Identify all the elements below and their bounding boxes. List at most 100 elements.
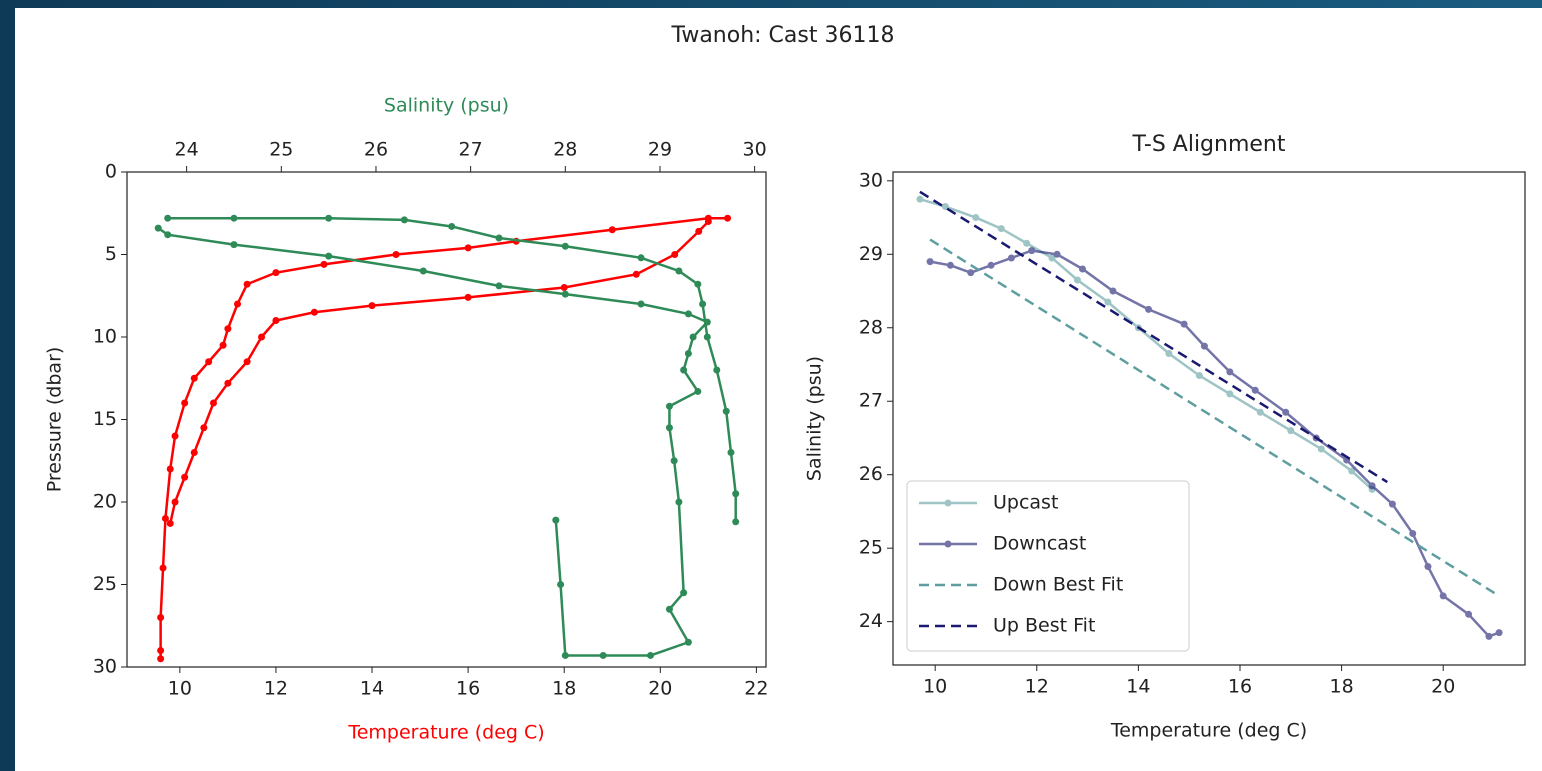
point — [190, 449, 198, 456]
point — [161, 515, 169, 522]
point — [926, 258, 934, 266]
y-axis-label: Pressure (dbar) — [44, 347, 66, 493]
x2-tick-label: 27 — [459, 139, 483, 161]
point — [722, 407, 730, 415]
point — [205, 358, 213, 366]
point — [699, 300, 707, 308]
point — [224, 325, 232, 333]
axes-frame — [892, 171, 1526, 666]
point — [713, 366, 721, 374]
point — [552, 516, 560, 524]
y-tick-label: 20 — [93, 491, 117, 513]
legend-marker — [944, 499, 952, 507]
legend-label: Up Best Fit — [993, 615, 1095, 637]
point — [916, 195, 924, 203]
point — [632, 270, 640, 278]
point — [675, 267, 683, 275]
point — [680, 589, 688, 597]
y-tick-label: 26 — [859, 463, 883, 485]
legend-label: Down Best Fit — [993, 574, 1123, 596]
point — [1282, 408, 1290, 416]
x-tick-label: 14 — [360, 678, 384, 700]
point — [1195, 372, 1203, 380]
y-tick-label: 30 — [93, 656, 117, 678]
series — [166, 218, 712, 527]
point — [1368, 482, 1376, 490]
series-line — [159, 216, 728, 659]
y-tick-label: 15 — [93, 408, 117, 430]
point — [200, 424, 208, 432]
point — [272, 269, 280, 277]
series — [926, 247, 1503, 640]
point — [694, 387, 702, 395]
point — [599, 651, 607, 659]
axes-frame — [126, 171, 767, 668]
x2-tick-label: 26 — [364, 139, 388, 161]
point — [272, 317, 280, 324]
series-line — [157, 227, 710, 657]
y-tick-label: 10 — [93, 326, 117, 348]
point — [495, 282, 503, 290]
point — [243, 358, 251, 366]
point — [557, 581, 565, 588]
x2-tick-label: 24 — [175, 139, 199, 161]
point — [637, 254, 645, 262]
point — [1200, 342, 1208, 350]
point — [157, 614, 165, 621]
point — [419, 267, 427, 275]
legend-swatch — [919, 540, 977, 548]
point — [230, 214, 238, 222]
point — [1256, 408, 1264, 416]
point — [561, 651, 569, 659]
point — [695, 227, 703, 235]
point — [665, 605, 673, 613]
point — [1226, 390, 1234, 398]
x-tick-label: 20 — [1431, 676, 1455, 698]
point — [1165, 349, 1173, 357]
point — [320, 260, 328, 268]
point — [157, 647, 165, 654]
point — [1226, 368, 1234, 376]
x-tick-label: 12 — [264, 678, 288, 700]
point — [694, 280, 702, 288]
point — [1439, 592, 1447, 600]
point — [671, 251, 679, 258]
figure-title: Twanoh: Cast 36118 — [671, 23, 895, 48]
point — [689, 333, 697, 341]
point — [1073, 276, 1081, 284]
point — [732, 518, 740, 526]
legend-box — [906, 480, 1190, 652]
point — [164, 214, 172, 222]
x2-tick-label: 28 — [553, 139, 577, 161]
point — [703, 318, 711, 326]
point — [258, 333, 266, 341]
x2-axis-label: Salinity (psu) — [384, 95, 509, 117]
point — [727, 449, 735, 456]
series — [164, 214, 740, 526]
legend-label: Upcast — [993, 492, 1058, 514]
point — [171, 432, 179, 440]
point — [464, 293, 472, 301]
point — [704, 218, 712, 225]
point — [1424, 563, 1432, 571]
y-tick-label: 25 — [859, 537, 883, 559]
point — [190, 374, 198, 382]
point — [1388, 500, 1396, 508]
y-axis-label: Salinity (psu) — [804, 356, 826, 481]
point — [675, 498, 683, 506]
point — [608, 226, 616, 234]
point — [166, 519, 174, 527]
x-tick-label: 20 — [648, 678, 672, 700]
point — [219, 341, 227, 349]
legend-swatch — [919, 499, 977, 507]
point — [1053, 250, 1061, 258]
point — [684, 310, 692, 318]
point — [1495, 629, 1503, 637]
point — [684, 350, 692, 357]
point — [400, 216, 408, 224]
x-tick-label: 12 — [1025, 676, 1049, 698]
series — [157, 214, 732, 663]
point — [1409, 529, 1417, 537]
x-tick-label: 22 — [744, 678, 768, 700]
point — [724, 214, 732, 222]
